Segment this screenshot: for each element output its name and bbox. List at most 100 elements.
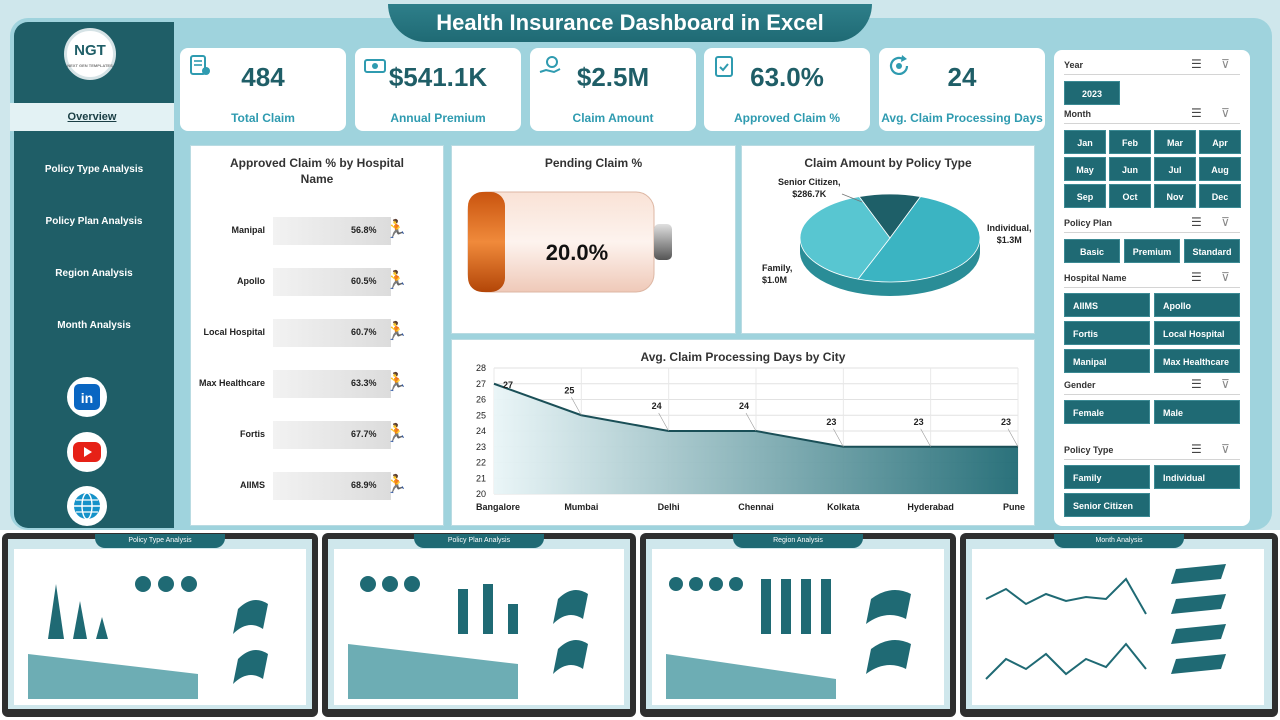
kpi-annual-premium: $541.1K Annual Premium <box>355 48 521 131</box>
globe-icon[interactable] <box>67 486 107 526</box>
clear-filter-icon[interactable]: ⊽ <box>1221 377 1230 391</box>
bar-track <box>273 472 391 500</box>
nav-overview[interactable]: Overview <box>10 103 174 131</box>
y-tick-label: 22 <box>476 458 486 468</box>
clear-filter-icon[interactable]: ⊽ <box>1221 106 1230 120</box>
data-label: 27 <box>503 380 513 390</box>
slicer-option[interactable]: Jul <box>1154 157 1196 181</box>
data-label: 24 <box>652 401 662 411</box>
kpi-label: Annual Premium <box>390 111 486 125</box>
multi-select-icon[interactable]: ☰ <box>1191 106 1202 120</box>
slicer-label: Hospital Name <box>1064 273 1127 283</box>
pending-value: 20.0% <box>545 240 609 265</box>
slicer-option[interactable]: 2023 <box>1064 81 1120 105</box>
kpi-label: Claim Amount <box>572 111 654 125</box>
slicer-option[interactable]: Local Hospital <box>1154 321 1240 345</box>
slicer-option[interactable]: Male <box>1154 400 1240 424</box>
slicer-option[interactable]: Jun <box>1109 157 1151 181</box>
hospital-chart-card: Approved Claim % by Hospital Name Manipa… <box>190 145 444 526</box>
city-chart-card: Avg. Claim Processing Days by City 28 27 2… <box>451 339 1035 526</box>
y-tick-label: 23 <box>476 442 486 452</box>
battery-fill <box>468 192 505 292</box>
data-label: 60.5% <box>351 276 377 286</box>
clear-filter-icon[interactable]: ⊽ <box>1221 270 1230 284</box>
slicer-option[interactable]: Apr <box>1199 130 1241 154</box>
slicer-option[interactable]: Female <box>1064 400 1150 424</box>
multi-select-icon[interactable]: ☰ <box>1191 442 1202 456</box>
multi-select-icon[interactable]: ☰ <box>1191 270 1202 284</box>
multi-select-icon[interactable]: ☰ <box>1191 377 1202 391</box>
thumbnail-region[interactable]: Region Analysis <box>640 533 956 717</box>
area-fill <box>494 383 1018 494</box>
y-tick-label: 27 <box>476 379 486 389</box>
slicer-option[interactable]: Dec <box>1199 184 1241 208</box>
hospital-bar: Max Healthcare 63.3% 🏃 <box>191 370 441 398</box>
slicer-option[interactable]: Apollo <box>1154 293 1240 317</box>
nav-policy-type-analysis[interactable]: Policy Type Analysis <box>44 164 144 175</box>
pie-side <box>800 238 980 296</box>
slicer-divider <box>1064 232 1240 233</box>
multi-select-icon[interactable]: ☰ <box>1191 215 1202 229</box>
data-label: 68.9% <box>351 480 377 490</box>
slicer-option[interactable]: Fortis <box>1064 321 1150 345</box>
thumbnail-month[interactable]: Month Analysis <box>960 533 1278 717</box>
hospital-bar: Local Hospital 60.7% 🏃 <box>191 319 441 347</box>
chart-title: Pending Claim % <box>544 156 643 170</box>
bar-track <box>273 268 391 296</box>
clear-filter-icon[interactable]: ⊽ <box>1221 215 1230 229</box>
slicer-option[interactable]: Oct <box>1109 184 1151 208</box>
x-tick-label: Chennai <box>738 502 774 512</box>
slicer-option[interactable]: Standard <box>1184 239 1240 263</box>
runner-icon: 🏃 <box>385 372 408 392</box>
nav-month-analysis[interactable]: Month Analysis <box>57 320 131 331</box>
hospital-bar: Fortis 67.7% 🏃 <box>191 421 441 449</box>
clear-filter-icon[interactable]: ⊽ <box>1221 57 1230 71</box>
linkedin-icon[interactable]: in <box>67 377 107 417</box>
claim-form-icon <box>190 55 210 75</box>
runner-icon: 🏃 <box>385 270 408 290</box>
slicer-option[interactable]: Sep <box>1064 184 1106 208</box>
slicer-option[interactable]: AIIMS <box>1064 293 1150 317</box>
thumbnail-policy-type[interactable]: Policy Type Analysis <box>2 533 318 717</box>
x-tick-label: Delhi <box>658 502 680 512</box>
pie-slice-individual <box>857 196 981 283</box>
thumbnail-preview <box>328 539 630 709</box>
y-tick-label: 25 <box>476 410 486 420</box>
slicer-option[interactable]: Jan <box>1064 130 1106 154</box>
runner-icon: 🏃 <box>385 423 408 443</box>
slicer-option[interactable]: Nov <box>1154 184 1196 208</box>
slicer-option[interactable]: Max Healthcare <box>1154 349 1240 373</box>
thumbnail-title: Month Analysis <box>1054 534 1184 548</box>
slicer-option[interactable]: Premium <box>1124 239 1180 263</box>
tick-label: Local Hospital <box>203 327 265 337</box>
slicer-divider <box>1064 74 1240 75</box>
youtube-icon[interactable] <box>67 432 107 472</box>
multi-select-icon[interactable]: ☰ <box>1191 57 1202 71</box>
slicer-option[interactable]: Feb <box>1109 130 1151 154</box>
svg-text:in: in <box>81 390 93 406</box>
slicer-divider <box>1064 459 1240 460</box>
clear-filter-icon[interactable]: ⊽ <box>1221 442 1230 456</box>
tick-label: Fortis <box>239 429 265 439</box>
slicer-option[interactable]: Family <box>1064 465 1150 489</box>
ngt-logo: NGT NEXT GEN TEMPLATES <box>64 28 116 80</box>
slicer-option[interactable]: Aug <box>1199 157 1241 181</box>
data-label-leader <box>745 412 757 432</box>
slicer-option[interactable]: Senior Citizen <box>1064 493 1150 517</box>
nav-region-analysis[interactable]: Region Analysis <box>55 268 133 279</box>
pie-label-individual: Individual, $1.3M <box>987 223 1032 245</box>
slicer-option[interactable]: Basic <box>1064 239 1120 263</box>
slicer-option[interactable]: Manipal <box>1064 349 1150 373</box>
bar-track <box>273 217 391 245</box>
clipboard-check-icon <box>715 56 733 77</box>
thumbnail-policy-plan[interactable]: Policy Plan Analysis <box>322 533 636 717</box>
chart-title: Avg. Claim Processing Days by City <box>640 350 846 364</box>
y-tick-label: 26 <box>476 395 486 405</box>
slicer-option[interactable]: May <box>1064 157 1106 181</box>
slicer-option[interactable]: Individual <box>1154 465 1240 489</box>
kpi-label: Avg. Claim Processing Days <box>881 111 1043 125</box>
pie-leader-line <box>841 193 863 203</box>
slicer-option[interactable]: Mar <box>1154 130 1196 154</box>
x-tick-label: Pune <box>1003 502 1025 512</box>
nav-policy-plan-analysis[interactable]: Policy Plan Analysis <box>45 216 143 227</box>
